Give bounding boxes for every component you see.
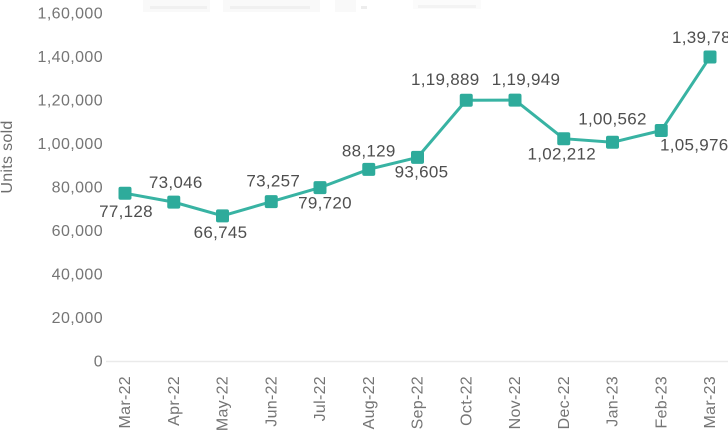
x-tick-label: Feb-23: [653, 376, 670, 429]
data-point: [118, 186, 132, 200]
data-point: [654, 124, 668, 138]
clipped-header-remnant-strip: [418, 5, 476, 8]
data-point-label: 1,39,78: [672, 28, 728, 47]
clipped-header-remnant-dash: [361, 6, 367, 9]
data-point-label: 77,128: [99, 202, 153, 221]
x-tick-label: Mar-22: [117, 376, 134, 428]
x-tick-label: Oct-22: [458, 376, 475, 426]
x-tick-label: Dec-22: [556, 376, 573, 429]
y-tick-label: 60,000: [52, 223, 103, 240]
x-tick-label: Nov-22: [507, 376, 524, 429]
data-point: [508, 93, 522, 107]
x-tick-label: Apr-22: [166, 376, 183, 426]
data-point: [216, 209, 229, 223]
data-point: [167, 195, 181, 209]
y-tick-label: 1,20,000: [38, 93, 103, 110]
data-point-label: 79,720: [298, 194, 352, 213]
x-tick-label: Aug-22: [361, 376, 378, 429]
data-point-label: 1,05,976: [660, 136, 728, 155]
data-point: [606, 135, 619, 149]
data-point: [264, 195, 278, 209]
x-tick-label: Mar-23: [702, 376, 719, 428]
x-tick-label: Jun-22: [263, 376, 280, 427]
x-tick-label: Jan-23: [605, 376, 622, 427]
y-axis-title: Units sold: [0, 120, 16, 193]
y-tick-label: 1,60,000: [38, 6, 103, 23]
clipped-header-remnant-block: [413, 0, 481, 9]
y-tick-label: 40,000: [52, 267, 103, 284]
data-point-label: 66,745: [194, 223, 248, 242]
y-tick-label: 1,00,000: [38, 136, 103, 153]
clipped-header-remnant: [143, 0, 481, 12]
data-point: [557, 132, 571, 146]
data-point-label: 73,257: [246, 172, 300, 191]
y-tick-label: 20,000: [52, 310, 103, 327]
data-point-label: 73,046: [149, 173, 203, 192]
data-point-label: 1,02,212: [527, 145, 596, 164]
data-point-label: 93,605: [395, 162, 449, 181]
data-point-label: 1,19,949: [492, 70, 561, 89]
data-point-label: 1,19,889: [411, 70, 480, 89]
data-point: [411, 150, 424, 164]
x-tick-label: Jul-22: [312, 376, 329, 421]
y-tick-label: 80,000: [52, 180, 103, 197]
data-point: [313, 181, 327, 195]
data-point: [459, 93, 473, 107]
data-point-label: 1,00,562: [578, 109, 647, 128]
data-point: [703, 50, 717, 64]
clipped-header-remnant-block: [335, 0, 356, 12]
clipped-header-remnant-strip: [230, 6, 310, 9]
clipped-header-remnant-strip: [150, 6, 207, 9]
data-point: [362, 162, 376, 176]
y-tick-label: 0: [94, 354, 103, 371]
y-tick-label: 1,40,000: [38, 49, 103, 66]
x-tick-label: May-22: [215, 376, 232, 431]
data-point-label: 88,129: [342, 141, 396, 160]
x-tick-label: Sep-22: [410, 376, 427, 429]
